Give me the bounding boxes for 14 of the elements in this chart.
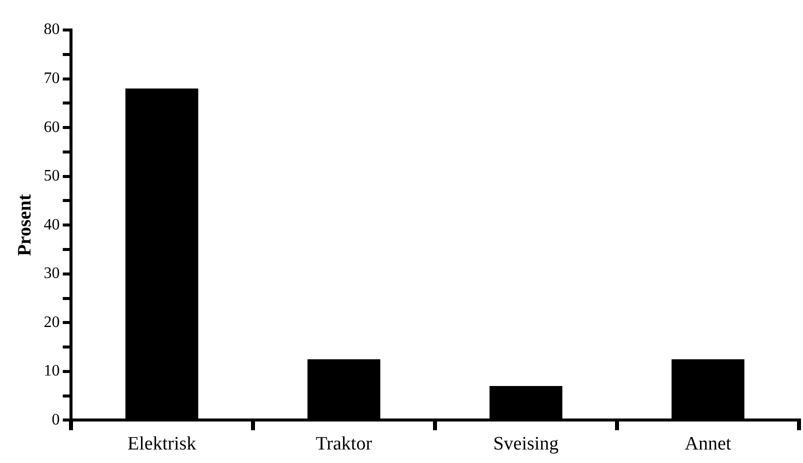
y-tick-label: 70 bbox=[44, 70, 60, 87]
x-tick-label: Elektrisk bbox=[128, 434, 197, 455]
x-tick-label: Sveising bbox=[493, 434, 560, 455]
y-tick-label: 0 bbox=[52, 411, 60, 428]
y-tick-label: 30 bbox=[44, 265, 60, 282]
y-tick-label: 20 bbox=[44, 314, 60, 331]
x-tick-label: Annet bbox=[684, 434, 732, 455]
y-tick-label: 60 bbox=[44, 118, 60, 136]
x-tick-label: Traktor bbox=[316, 434, 373, 455]
y-tick-label: 40 bbox=[44, 216, 60, 234]
y-tick-label: 10 bbox=[44, 362, 60, 380]
y-tick-label: 50 bbox=[44, 168, 60, 185]
y-tick-label: 80 bbox=[44, 21, 60, 38]
y-axis-title: Prosent bbox=[14, 193, 36, 256]
